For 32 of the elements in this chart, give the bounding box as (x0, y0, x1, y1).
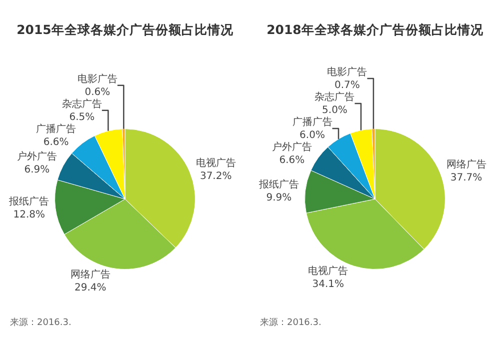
data-label: 34.1% (312, 279, 344, 290)
data-label: 37.2% (200, 171, 232, 182)
chart-title: 2015年全球各媒介广告份额占比情况 (16, 22, 234, 38)
slice-label: 报纸广告 (8, 196, 50, 208)
slice-label: 电影广告 (327, 66, 368, 78)
data-label: 6.6% (279, 154, 305, 166)
slice-label: 网络广告 (446, 158, 486, 170)
slice-label: 户外广告 (272, 140, 312, 153)
data-label: 0.7% (334, 80, 360, 91)
slice-label: 电视广告 (308, 265, 348, 278)
data-label: 37.7% (450, 172, 482, 184)
data-label: 6.6% (43, 136, 69, 148)
data-label: 5.0% (322, 104, 348, 116)
slice-label: 杂志广告 (314, 90, 355, 103)
source-note: 来源：2016.3. (10, 317, 72, 328)
data-label: 12.8% (13, 210, 45, 221)
slice-label: 报纸广告 (258, 178, 299, 191)
slice-label: 网络广告 (70, 268, 110, 281)
data-label: 6.5% (69, 112, 95, 123)
source-note: 来源：2016.3. (260, 317, 322, 328)
data-label: 9.9% (266, 192, 292, 204)
data-label: 0.6% (84, 86, 110, 98)
slice-label: 电影广告 (77, 72, 118, 85)
slice-label: 广播广告 (292, 116, 332, 128)
data-label: 29.4% (74, 282, 106, 294)
slice-label: 杂志广告 (62, 98, 102, 110)
data-label: 6.9% (24, 164, 50, 176)
chart-title: 2018年全球各媒介广告份额占比情况 (266, 22, 484, 38)
slice-label: 户外广告 (16, 150, 57, 162)
data-label: 6.0% (300, 130, 325, 141)
slice-label: 广播广告 (36, 122, 76, 135)
slice-label: 电视广告 (196, 157, 236, 170)
